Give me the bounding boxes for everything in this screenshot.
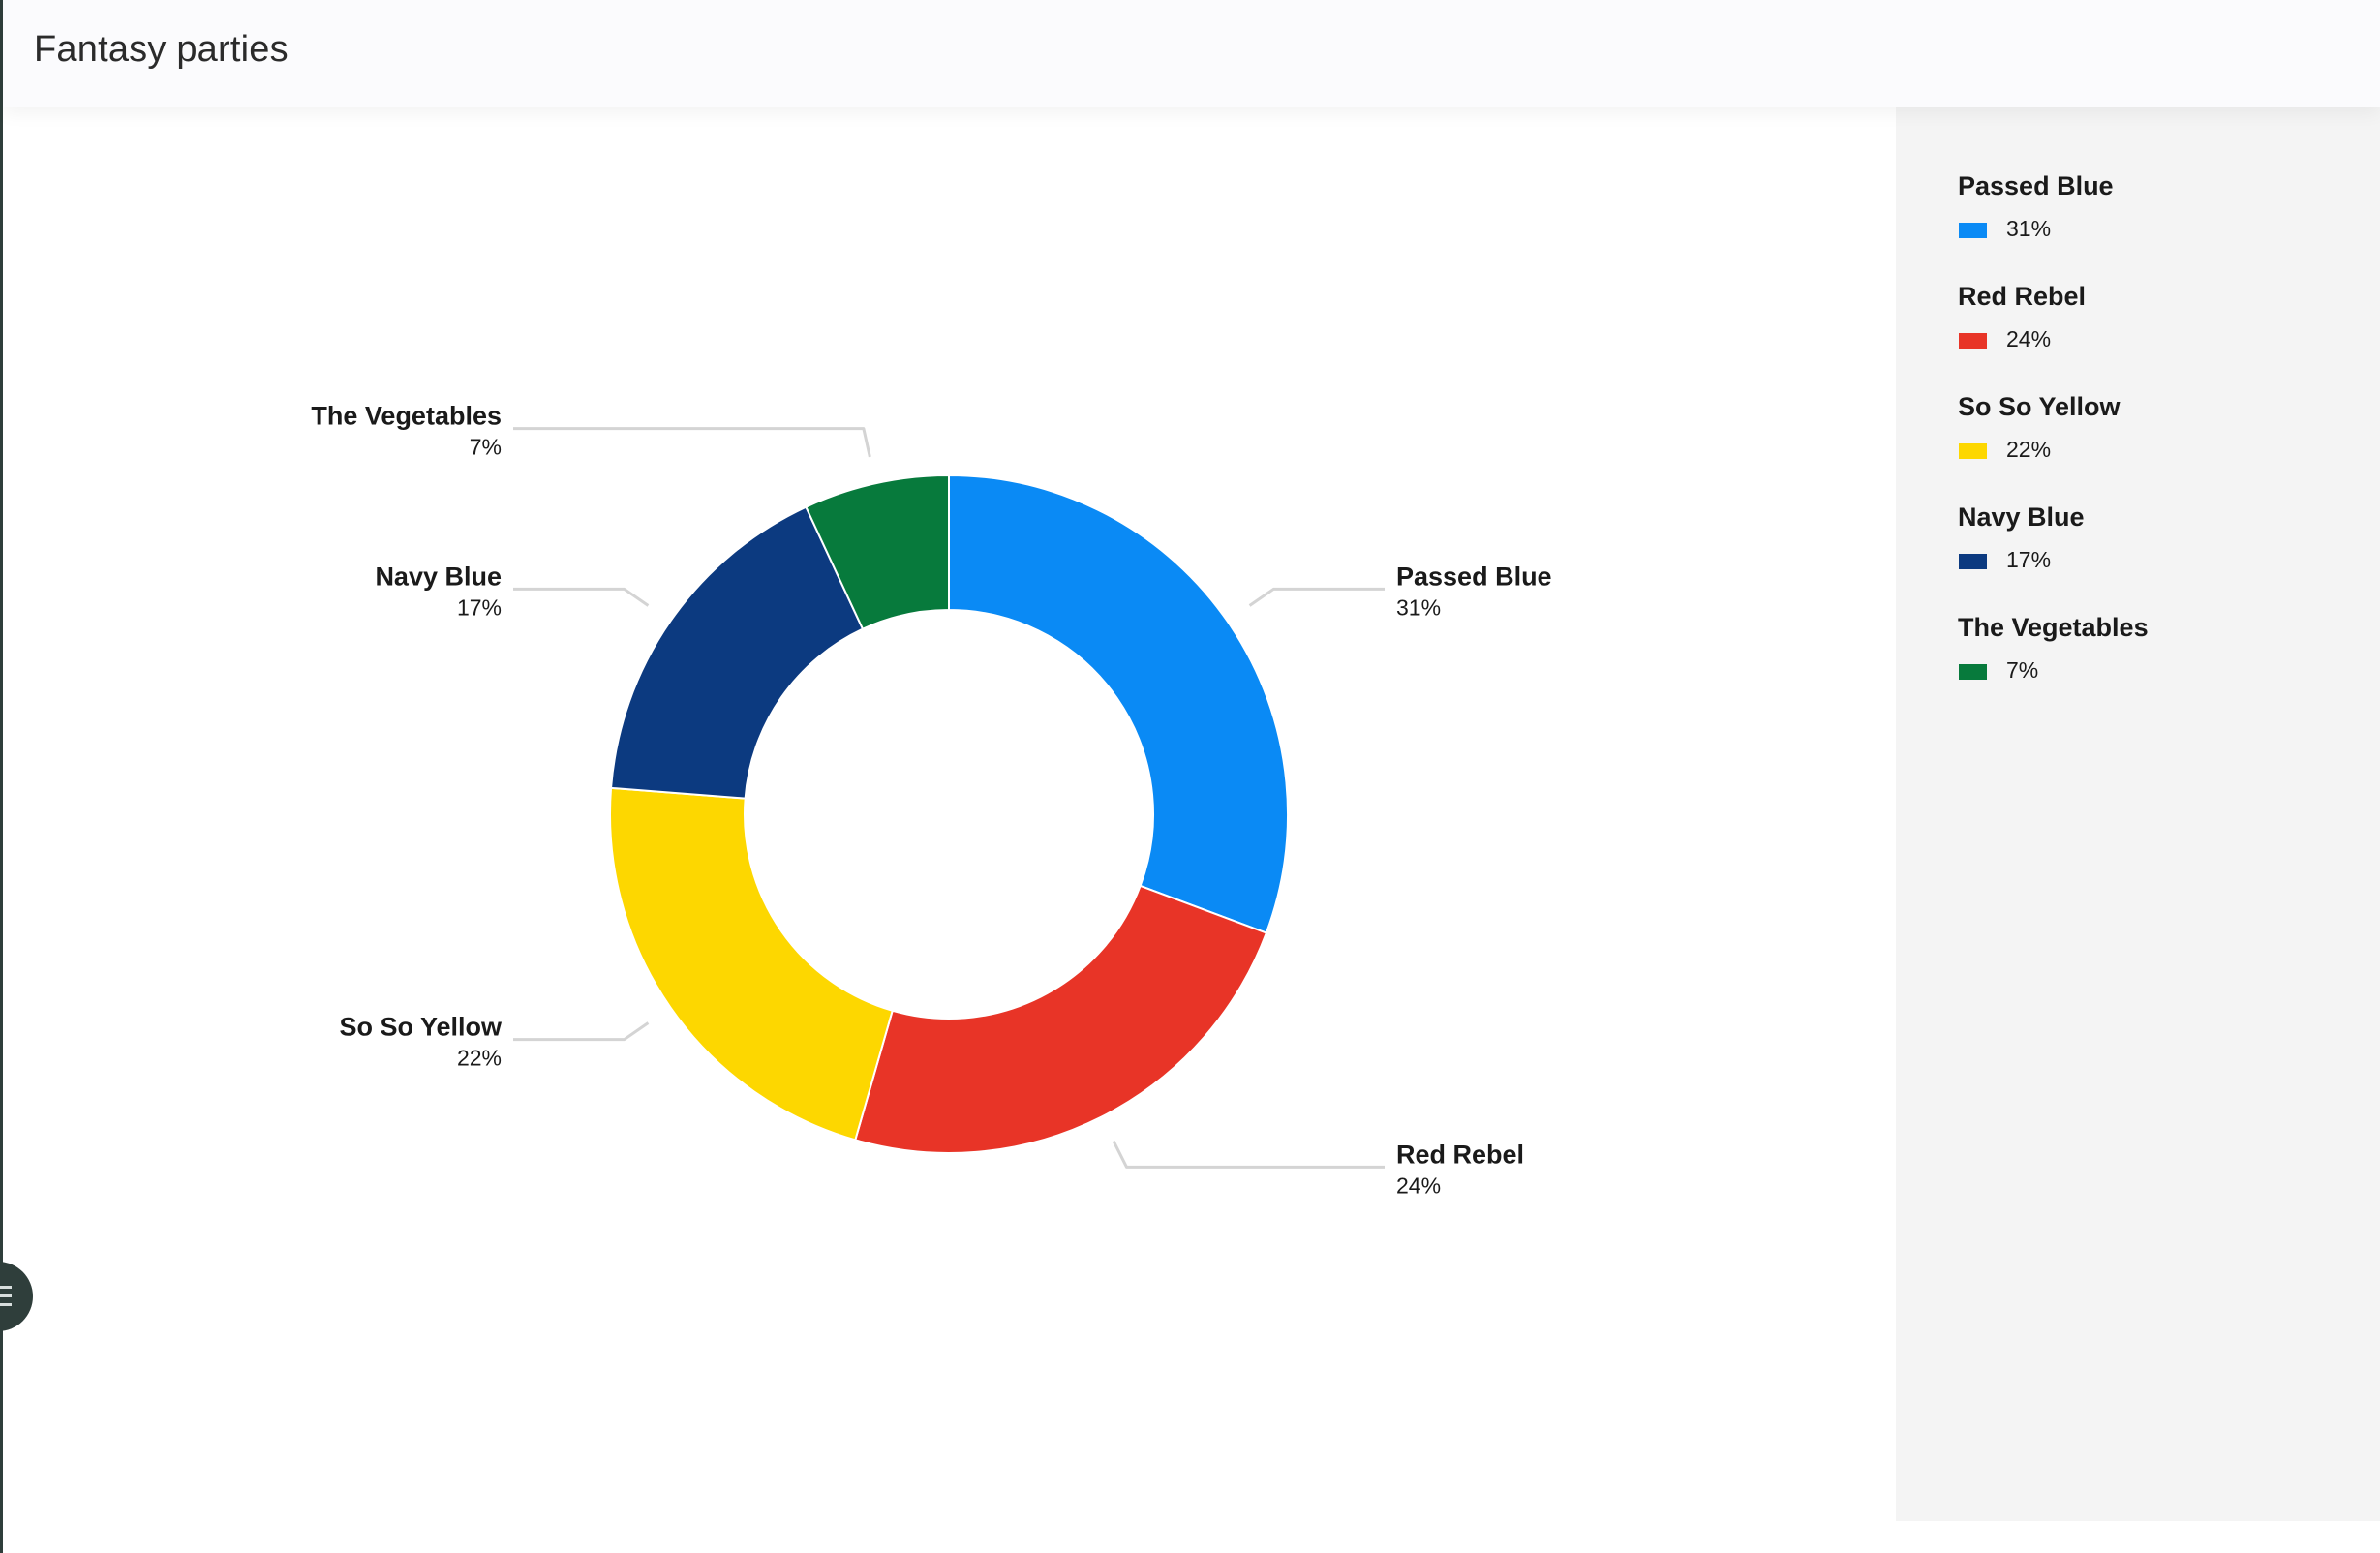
data-label-value-red-rebel: 24%: [1396, 1172, 1441, 1198]
data-label-name-passed-blue: Passed Blue: [1396, 562, 1552, 591]
legend-label: So So Yellow: [1958, 392, 2121, 421]
legend-swatch: [1959, 333, 1987, 349]
data-label-name-red-rebel: Red Rebel: [1396, 1140, 1524, 1169]
leader-line-so-so-yellow: [513, 1021, 650, 1042]
leader-line-passed-blue: [1248, 587, 1385, 607]
legend-label: The Vegetables: [1958, 613, 2149, 642]
legend-label: Navy Blue: [1958, 502, 2085, 532]
legend-label: Passed Blue: [1958, 171, 2114, 200]
legend-percentage: 17%: [2006, 547, 2052, 572]
header: Fantasy parties: [3, 0, 2380, 107]
donut-chart: Passed Blue 31% Red Rebel 24% So So Yellow 22…: [311, 402, 1552, 1199]
data-label-value-passed-blue: 31%: [1396, 594, 1441, 620]
chart-area: Passed Blue 31% Red Rebel 24% So So Yellow 22…: [3, 107, 1896, 1553]
legend-percentage: 31%: [2006, 216, 2052, 241]
legend-item-so-so-yellow[interactable]: So So Yellow 22%: [1958, 392, 2365, 479]
slice-red-rebel[interactable]: [854, 884, 1268, 1154]
legend-item-passed-blue[interactable]: Passed Blue 31%: [1958, 171, 2365, 259]
slice-the-vegetables[interactable]: [805, 473, 950, 631]
leader-line-red-rebel: [1112, 1140, 1385, 1169]
legend-percentage: 24%: [2006, 326, 2052, 351]
data-label-name-the-vegetables: The Vegetables: [311, 402, 502, 431]
data-label-value-the-vegetables: 7%: [470, 435, 502, 460]
slice-so-so-yellow[interactable]: [609, 786, 894, 1142]
legend-item-navy-blue[interactable]: Navy Blue 17%: [1958, 502, 2365, 590]
data-label-value-navy-blue: 17%: [457, 594, 502, 620]
data-label-name-so-so-yellow: So So Yellow: [339, 1013, 503, 1042]
data-label-name-navy-blue: Navy Blue: [375, 562, 502, 591]
leader-line-navy-blue: [513, 587, 650, 607]
legend-label: Red Rebel: [1958, 282, 2087, 311]
legend-swatch: [1959, 443, 1987, 459]
data-label-value-so-so-yellow: 22%: [457, 1046, 502, 1071]
legend-percentage: 7%: [2006, 657, 2039, 683]
leader-line-the-vegetables: [513, 427, 871, 458]
legend-item-red-rebel[interactable]: Red Rebel 24%: [1958, 282, 2365, 369]
slice-passed-blue[interactable]: [948, 473, 1289, 934]
legend-percentage: 22%: [2006, 437, 2052, 462]
legend-bottom-strip: [1896, 1521, 2380, 1553]
legend-swatch: [1959, 223, 1987, 238]
legend-item-the-vegetables[interactable]: The Vegetables 7%: [1958, 613, 2365, 700]
slice-navy-blue[interactable]: [609, 505, 865, 800]
page-title: Fantasy parties: [34, 29, 289, 70]
menu-icon: [0, 1286, 14, 1307]
left-edge-bar: [0, 0, 3, 1553]
legend-panel: Passed Blue 31% Red Rebel 24% So So Yell…: [1896, 107, 2380, 1521]
legend-swatch: [1959, 664, 1987, 680]
legend-swatch: [1959, 554, 1987, 569]
